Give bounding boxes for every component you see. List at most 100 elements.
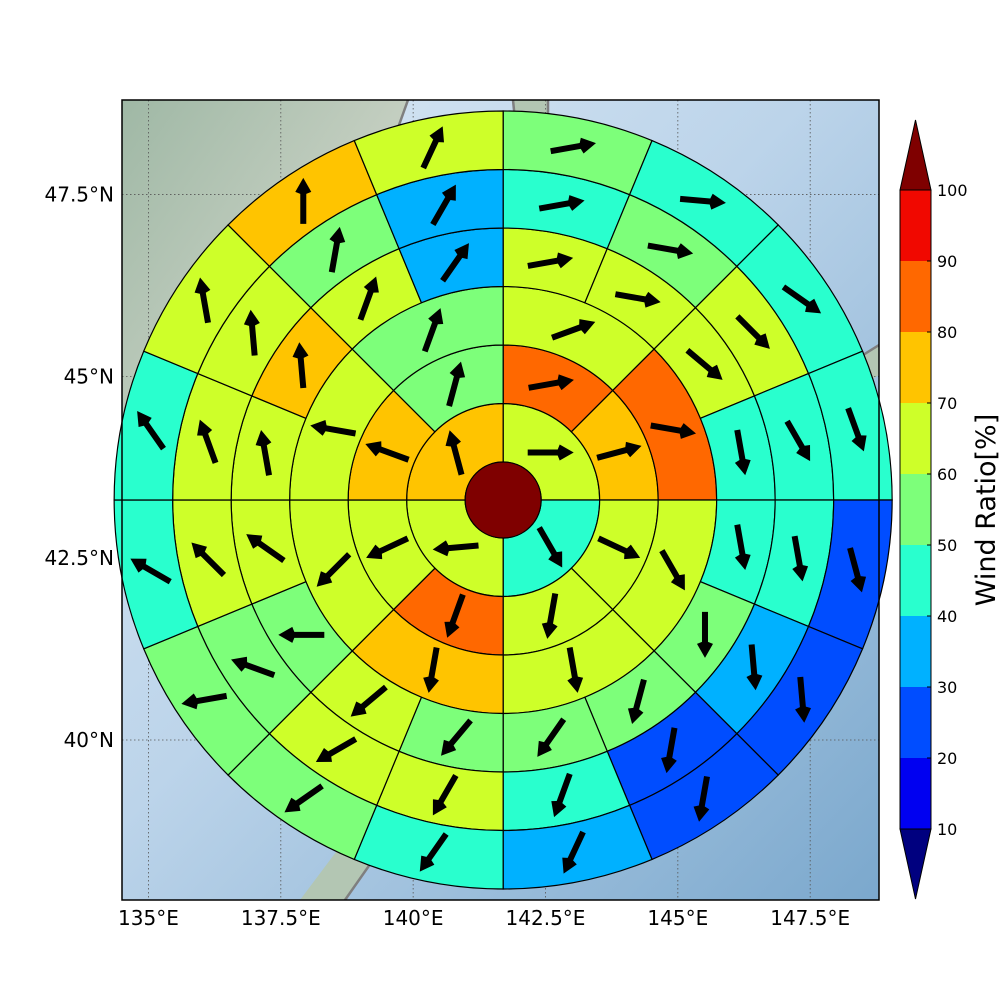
wind-arrow [284, 783, 324, 813]
wind-arrow-shape [746, 644, 763, 691]
wind-arrow [278, 626, 325, 643]
wind-arrow-shape [328, 226, 346, 273]
wind-arrow-shape [423, 647, 440, 693]
colorbar-bin-5 [900, 474, 931, 545]
wind-arrow [693, 775, 710, 822]
wind-arrow [784, 419, 811, 462]
wind-arrow [445, 430, 465, 476]
wind-arrow [696, 611, 713, 658]
y-tick-label: 42.5°N [45, 546, 115, 570]
colorbar-tick-label: 70 [937, 394, 957, 413]
colorbar-bin-4 [900, 545, 931, 616]
x-axis-ticks: 135°E 137.5°E 140°E 142.5°E 145°E 147.5°E [118, 906, 850, 930]
wind-arrow-shape [181, 692, 228, 710]
wind-arrow-shape [446, 361, 466, 407]
wind-arrow-shape [562, 830, 586, 874]
wind-arrow [137, 410, 166, 451]
x-tick-label: 147.5°E [770, 906, 850, 930]
y-tick-label: 47.5°N [45, 183, 115, 207]
wind-arrow-shape [527, 444, 574, 461]
wind-arrow-shape [246, 534, 286, 564]
wind-arrow [197, 419, 219, 464]
wind-arrow [685, 348, 723, 380]
colorbar-tick-label: 100 [937, 181, 968, 200]
wind-arrow [679, 193, 726, 210]
wind-arrow [420, 126, 445, 170]
wind-arrow [246, 534, 286, 564]
wind-arrow-shape [194, 277, 211, 324]
wind-arrow-shape [365, 441, 410, 463]
colorbar-tick-label: 20 [937, 749, 957, 768]
wind-arrow [181, 692, 228, 710]
wind-arrow [432, 540, 479, 557]
wind-arrow [350, 684, 388, 717]
x-tick-label: 142.5°E [506, 906, 586, 930]
colorbar-bin-3 [900, 616, 931, 687]
x-tick-label: 137.5°E [241, 906, 321, 930]
wind-arrow-shape [734, 429, 751, 476]
wind-arrow [191, 542, 227, 578]
wind-arrow [551, 319, 596, 341]
wind-arrow [597, 535, 641, 560]
wind-arrow-shape [735, 314, 770, 349]
wind-arrow-shape [197, 419, 219, 464]
wind-arrow-shape [781, 284, 822, 314]
wind-arrow [847, 547, 867, 593]
wind-arrow [627, 678, 647, 725]
wind-arrow-shape [315, 736, 358, 762]
colorbar-tick-label: 10 [937, 820, 957, 839]
wind-arrow [528, 374, 574, 391]
wind-arrow-shape [284, 783, 324, 813]
wind-arrow-shape [316, 552, 352, 587]
wind-arrow-shape [734, 524, 751, 571]
colorbar-extend-high [899, 119, 932, 191]
wind-arrow-shape [550, 137, 596, 155]
colorbar-tick-label: 40 [937, 607, 957, 626]
colorbar-bin-7 [900, 332, 931, 403]
wind-arrow [596, 441, 642, 461]
wind-arrow-shape [659, 549, 685, 591]
wind-arrow-shape [795, 676, 812, 723]
colorbar-frame [899, 189, 932, 830]
wind-arrow-shape [130, 558, 172, 585]
wind-arrow-shape [696, 611, 713, 658]
wind-arrow-shape [536, 526, 563, 568]
wind-arrow-shape [432, 774, 459, 816]
wind-arrow-shape [231, 656, 276, 679]
colorbar-extend-low [899, 828, 932, 900]
wind-arrow-shape [255, 429, 273, 476]
wind-arrow-shape [693, 775, 710, 822]
wind-arrow [316, 552, 352, 587]
wind-arrow-shape [614, 291, 661, 308]
wind-arrow [295, 177, 312, 224]
wind-arrow [650, 422, 697, 439]
wind-arrow-shape [357, 276, 379, 321]
wind-arrow-shape [538, 195, 585, 212]
colorbar-label: Wind Ratio[%] [971, 414, 1000, 606]
colorbar-tick-label: 80 [937, 323, 957, 342]
wind-arrow-shape [310, 420, 357, 437]
polar-grid [113, 110, 893, 890]
wind-arrow [365, 441, 410, 463]
wind-arrows [130, 126, 867, 874]
wind-arrow [310, 420, 357, 437]
colorbar-tick-label: 50 [937, 536, 957, 555]
wind-arrow [795, 676, 812, 723]
x-tick-label: 135°E [118, 906, 179, 930]
wind-arrow [419, 832, 449, 872]
wind-arrow-shape [627, 678, 647, 725]
wind-arrow [441, 718, 473, 756]
wind-arrow [845, 407, 867, 452]
wind-arrow-shape [419, 832, 449, 872]
wind-arrow-shape [191, 542, 227, 578]
wind-arrow [357, 276, 379, 321]
wind-arrow-shape [445, 430, 465, 476]
wind-arrow-shape [551, 772, 573, 818]
wind-arrow-shape [784, 419, 811, 462]
wind-arrow [231, 656, 276, 679]
y-tick-label: 40°N [64, 728, 114, 752]
wind-arrow-shape [420, 126, 445, 170]
wind-arrow-shape [278, 626, 325, 643]
wind-arrow [194, 277, 211, 324]
colorbar: 10 20 30 40 50 60 70 80 90 100 Wind Ratio[%] [899, 119, 1000, 900]
